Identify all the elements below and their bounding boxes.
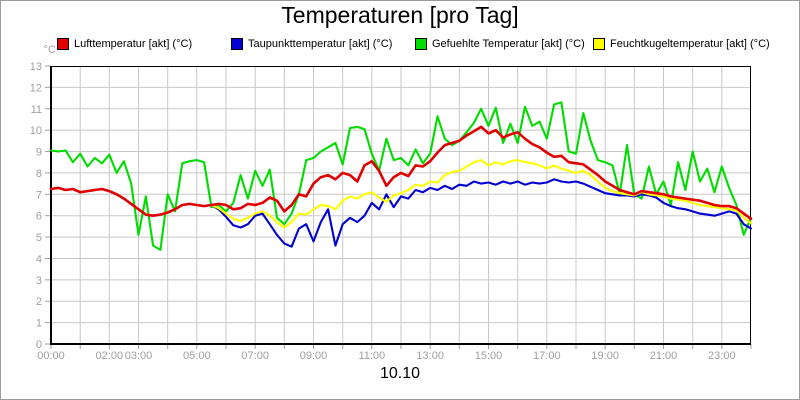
svg-text:11:00: 11:00 [358,350,385,362]
svg-text:07:00: 07:00 [241,350,269,362]
svg-text:1: 1 [36,318,42,330]
svg-text:3: 3 [36,275,42,287]
svg-text:05:00: 05:00 [183,350,211,362]
svg-text:2: 2 [36,296,42,308]
legend-swatch-green-icon [415,38,427,50]
svg-text:03:00: 03:00 [125,350,153,362]
svg-text:11: 11 [31,104,42,116]
legend-item-gefuehlte-temperatur: Gefuehlte Temperatur [akt] (°C) [415,38,585,50]
x-axis-date-label: 10.10 [379,365,421,382]
svg-text:15:00: 15:00 [475,350,503,362]
legend-item-feuchtkugeltemperatur: Feuchtkugeltemperatur [akt] (°C) [593,38,770,50]
legend-item-lufttemperatur: Lufttemperatur [akt] (°C) [57,38,192,50]
svg-text:09:00: 09:00 [300,350,328,362]
svg-text:5: 5 [36,232,42,244]
svg-text:9: 9 [36,147,42,159]
chart-title: Temperaturen [pro Tag] [281,2,519,28]
legend-swatch-blue-icon [231,38,243,50]
legend-item-taupunkttemperatur: Taupunkttemperatur [akt] (°C) [231,38,392,50]
svg-text:21:00: 21:00 [650,350,678,362]
series-line-0 [49,125,753,221]
svg-text:13:00: 13:00 [416,350,444,362]
svg-text:13: 13 [30,61,42,73]
svg-text:6: 6 [36,211,42,223]
legend-swatch-yellow-icon [593,38,605,50]
svg-text:4: 4 [36,253,42,265]
svg-text:23:00: 23:00 [708,350,736,362]
svg-text:12: 12 [30,82,42,94]
svg-text:8: 8 [36,168,42,180]
legend-label: Feuchtkugeltemperatur [akt] (°C) [610,38,770,50]
y-axis-unit-label: °C [43,44,56,56]
svg-text:0: 0 [36,339,42,351]
svg-text:7: 7 [36,189,42,201]
legend-swatch-red-icon [57,38,69,50]
svg-text:00:00: 00:00 [37,350,65,362]
legend: Lufttemperatur [akt] (°C) Taupunkttemper… [1,38,799,54]
legend-label: Lufttemperatur [akt] (°C) [74,38,193,50]
svg-text:02:00: 02:00 [96,350,124,362]
legend-label: Taupunkttemperatur [akt] (°C) [248,38,393,50]
svg-text:19:00: 19:00 [591,350,619,362]
svg-text:10: 10 [30,125,42,137]
svg-text:17:00: 17:00 [533,350,561,362]
legend-label: Gefuehlte Temperatur [akt] (°C) [432,38,585,50]
